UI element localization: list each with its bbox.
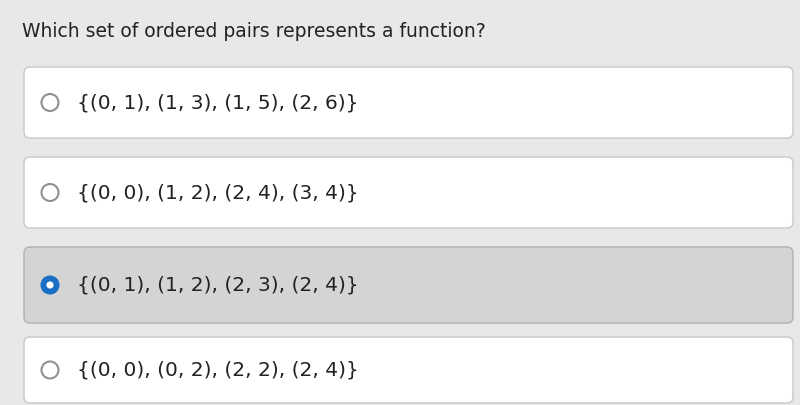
- Circle shape: [42, 184, 58, 201]
- Text: {(0, 1), (1, 3), (1, 5), (2, 6)}: {(0, 1), (1, 3), (1, 5), (2, 6)}: [77, 93, 358, 112]
- Circle shape: [42, 94, 58, 111]
- Text: {(0, 0), (0, 2), (2, 2), (2, 4)}: {(0, 0), (0, 2), (2, 2), (2, 4)}: [77, 360, 358, 379]
- FancyBboxPatch shape: [24, 67, 793, 138]
- Circle shape: [46, 281, 54, 289]
- Text: Which set of ordered pairs represents a function?: Which set of ordered pairs represents a …: [22, 22, 486, 41]
- FancyBboxPatch shape: [24, 337, 793, 403]
- Text: {(0, 0), (1, 2), (2, 4), (3, 4)}: {(0, 0), (1, 2), (2, 4), (3, 4)}: [77, 183, 358, 202]
- Text: {(0, 1), (1, 2), (2, 3), (2, 4)}: {(0, 1), (1, 2), (2, 3), (2, 4)}: [77, 275, 358, 294]
- Circle shape: [42, 277, 58, 294]
- FancyBboxPatch shape: [24, 247, 793, 323]
- FancyBboxPatch shape: [24, 157, 793, 228]
- Circle shape: [42, 362, 58, 379]
